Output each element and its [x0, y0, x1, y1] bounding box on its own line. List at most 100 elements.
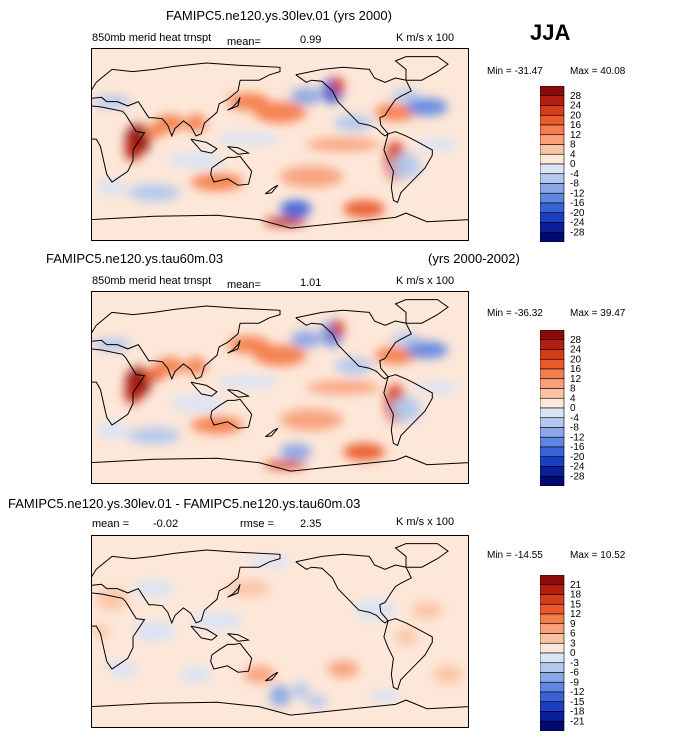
colorbar-box: [540, 436, 565, 448]
panel3-map: [91, 535, 469, 728]
field-anomaly: [406, 98, 448, 116]
panel3-max: Max = 10.52: [570, 550, 626, 561]
colorbar-box: [540, 192, 565, 204]
colorbar-tick-label: 12: [570, 130, 582, 141]
panel1-max: Max = 40.08: [570, 66, 626, 77]
field-anomaly: [391, 396, 421, 422]
coastline: [295, 309, 412, 380]
field-anomaly: [343, 443, 385, 461]
panel3-rmse-value: 2.35: [300, 518, 322, 530]
panel1-min: Min = -31.47: [487, 66, 543, 77]
field-anomaly: [280, 165, 343, 188]
colorbar-box: [540, 231, 565, 242]
colorbar-box: [540, 202, 565, 214]
colorbar-tick-label: -24: [570, 462, 585, 473]
field-anomaly: [374, 346, 417, 364]
colorbar-tick-label: -4: [570, 169, 579, 180]
field-anomaly: [253, 101, 307, 124]
colorbar-tick-label: -18: [570, 707, 585, 718]
colorbar-box: [540, 603, 565, 615]
field-anomaly: [331, 76, 345, 95]
coastline: [91, 105, 146, 183]
field-anomaly: [391, 89, 421, 103]
field-anomaly: [306, 138, 380, 151]
colorbar-tick-label: -28: [570, 471, 585, 482]
coastline: [394, 543, 449, 568]
colorbar-tick-label: 18: [570, 590, 582, 601]
field-anomaly: [327, 660, 359, 678]
field-anomaly: [190, 612, 244, 630]
field-anomaly: [133, 580, 175, 598]
panel3-mean-value: -0.02: [153, 518, 179, 530]
field-anomaly: [391, 153, 421, 179]
colorbar-box: [540, 86, 565, 97]
colorbar-tick-label: -8: [570, 179, 579, 190]
colorbar-box: [540, 446, 565, 458]
coastline: [264, 671, 279, 682]
colorbar-box: [540, 720, 565, 731]
field-anomaly: [190, 416, 244, 434]
colorbar-tick-label: -20: [570, 452, 585, 463]
colorbar-box: [540, 212, 565, 223]
coastline: [227, 340, 241, 354]
field-anomaly: [306, 694, 328, 708]
field-anomaly: [416, 138, 459, 151]
coastline: [190, 381, 218, 397]
colorbar-tick-label: -16: [570, 198, 585, 209]
panel3-units: K m/s x 100: [396, 516, 455, 528]
colorbar-box: [540, 388, 565, 399]
coastline: [210, 155, 253, 186]
colorbar-tick-label: 0: [570, 403, 576, 414]
coastline: [91, 348, 146, 426]
panel1-mean-value: 0.99: [300, 34, 322, 46]
field-anomaly: [217, 375, 280, 389]
coastline: [91, 212, 469, 229]
colorbar-box: [540, 681, 565, 693]
colorbar-tick-label: 12: [570, 374, 582, 385]
colorbar-box: [540, 691, 565, 703]
map-frame: [91, 48, 469, 241]
field-anomaly: [406, 341, 448, 359]
colorbar-box: [540, 672, 565, 683]
colorbar-tick-label: 24: [570, 345, 582, 356]
field-anomaly: [292, 681, 310, 700]
map-frame: [91, 535, 469, 728]
field-anomaly: [331, 319, 345, 338]
colorbar-tick-label: -24: [570, 218, 585, 229]
field-anomaly: [106, 660, 139, 678]
field-anomaly: [169, 152, 223, 170]
coastline: [394, 299, 449, 324]
field-anomaly: [264, 217, 307, 226]
colorbar-box: [540, 339, 565, 350]
coastline: [227, 146, 251, 155]
colorbar-box: [540, 330, 565, 341]
colorbar-tick-label: -6: [570, 668, 579, 679]
field-anomaly: [217, 132, 280, 146]
field-anomaly: [269, 685, 291, 707]
coastline: [295, 66, 412, 137]
colorbar-tick-label: 24: [570, 101, 582, 112]
colorbar-box: [540, 652, 565, 664]
colorbar-tick-label: 6: [570, 629, 576, 640]
colorbar-tick-label: -15: [570, 697, 585, 708]
panel1-field-label: 850mb merid heat trnspt: [92, 32, 212, 44]
colorbar-tick-label: -28: [570, 227, 585, 238]
colorbar-box: [540, 105, 565, 116]
colorbar-tick-label: -3: [570, 658, 579, 669]
field-anomaly: [96, 421, 128, 439]
field-anomaly: [190, 173, 244, 191]
coastline: [91, 699, 469, 716]
coastline: [91, 62, 281, 138]
colorbar-tick-label: 20: [570, 110, 582, 121]
coastline: [383, 618, 433, 691]
colorbar-box: [540, 575, 565, 586]
colorbar-box: [540, 358, 565, 370]
field-anomaly: [369, 689, 401, 703]
colorbar-tick-label: -8: [570, 423, 579, 434]
colorbar-box: [540, 633, 565, 644]
colorbar-tick-label: 3: [570, 638, 576, 649]
coastline: [210, 642, 253, 673]
colorbar-tick-label: 20: [570, 354, 582, 365]
colorbar-tick-label: -20: [570, 208, 585, 219]
